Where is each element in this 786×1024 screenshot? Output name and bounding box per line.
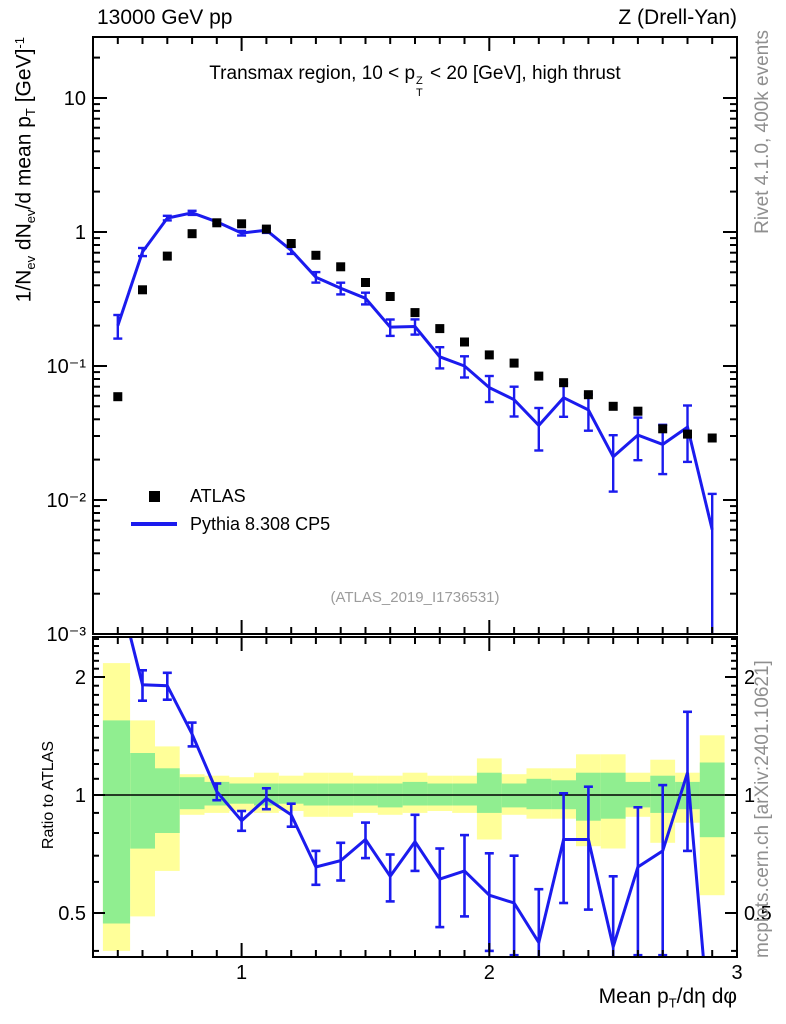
main-curve-pythia bbox=[113, 209, 717, 633]
ratio-curve-pythia bbox=[129, 638, 705, 956]
header-process: Z (Drell-Yan) bbox=[618, 6, 737, 29]
ratio-uncertainty-bands bbox=[102, 663, 725, 951]
legend-label-atlas: ATLAS bbox=[190, 485, 246, 506]
y-main-tick-label: 10 bbox=[64, 88, 86, 110]
pythia-line-marker-icon bbox=[131, 522, 177, 526]
y-ratio-tick-label-left: 1 bbox=[75, 785, 86, 807]
y-main-tick-label: 1 bbox=[75, 222, 86, 244]
tick-labels: 10 1 10⁻¹ 10⁻² 10⁻³ 2 2 1 1 0.5 0.5 1 2 3 bbox=[47, 88, 772, 984]
y-main-tick-label: 10⁻¹ bbox=[47, 356, 87, 378]
y-ratio-tick-label-right: 2 bbox=[744, 667, 755, 689]
analysis-watermark: (ATLAS_2019_I1736531) bbox=[330, 589, 500, 606]
axis-ticks bbox=[93, 37, 738, 957]
legend-item-atlas: ATLAS bbox=[131, 482, 330, 510]
y-ratio-tick-label-left: 2 bbox=[75, 667, 86, 689]
y-main-tick-label: 10⁻³ bbox=[47, 624, 87, 646]
x-tick-label: 1 bbox=[236, 962, 247, 984]
side-label-mcplots-arxiv: mcplots.cern.ch [arXiv:2401.10621] bbox=[752, 660, 773, 958]
legend-label-pythia: Pythia 8.308 CP5 bbox=[190, 513, 331, 534]
y-axis-label-ratio: Ratio to ATLAS bbox=[40, 740, 57, 850]
x-tick-label: 2 bbox=[484, 962, 495, 984]
atlas-square-marker-icon bbox=[131, 490, 177, 502]
y-ratio-tick-label-right: 1 bbox=[744, 785, 755, 807]
main-markers-atlas bbox=[113, 218, 717, 443]
y-main-tick-label: 10⁻² bbox=[47, 490, 87, 512]
y-axis-label-main: 1/Nev dNev/d mean pT [GeV]-1 bbox=[12, 37, 39, 303]
y-ratio-tick-label-right: 0.5 bbox=[744, 903, 772, 925]
y-ratio-tick-label-left: 0.5 bbox=[58, 903, 86, 925]
x-tick-label: 3 bbox=[731, 962, 742, 984]
header-beam-info: 13000 GeV pp bbox=[97, 6, 233, 29]
legend-item-pythia: Pythia 8.308 CP5 bbox=[131, 510, 330, 538]
legend: ATLAS Pythia 8.308 CP5 bbox=[131, 482, 330, 538]
x-axis-label: Mean pT/dη dφ bbox=[598, 985, 737, 1011]
